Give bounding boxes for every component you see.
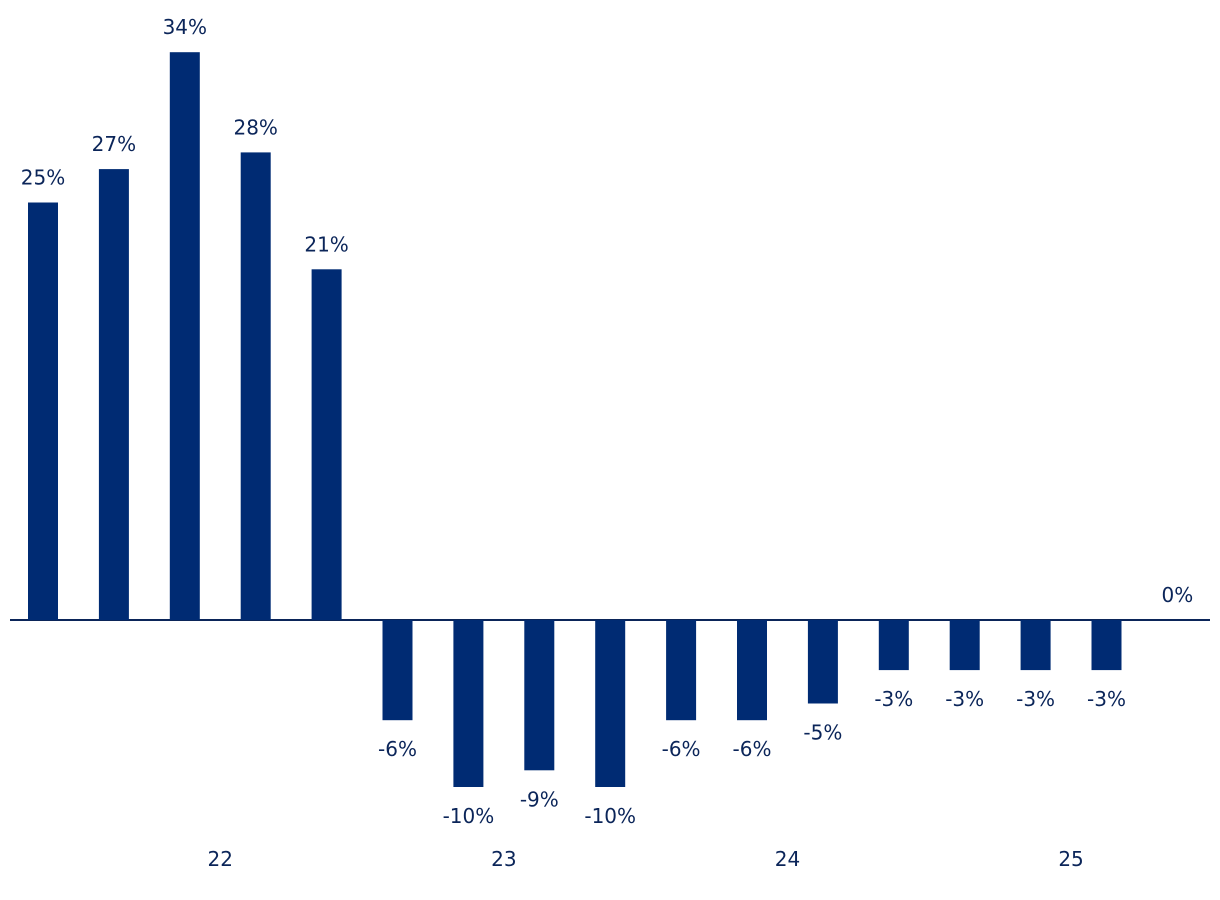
- data-label-3: 34%: [163, 15, 207, 39]
- bar-1: [28, 202, 58, 620]
- bar-7: [453, 620, 484, 787]
- data-label-16: -3%: [1087, 687, 1126, 711]
- data-label-8: -9%: [520, 787, 559, 811]
- data-label-11: -6%: [733, 737, 772, 761]
- data-label-5: 21%: [304, 232, 348, 256]
- data-label-4: 28%: [233, 115, 277, 139]
- data-label-15: -3%: [1016, 687, 1055, 711]
- bar-13: [878, 620, 909, 671]
- data-label-9: -10%: [584, 804, 636, 828]
- bar-8: [524, 620, 555, 771]
- bar-2: [98, 169, 129, 620]
- data-label-14: -3%: [945, 687, 984, 711]
- bar-4: [240, 152, 271, 620]
- x-tick-label-23: 23: [491, 847, 516, 871]
- data-label-6: -6%: [378, 737, 417, 761]
- x-tick-label-24: 24: [775, 847, 800, 871]
- bar-6: [382, 620, 413, 721]
- data-label-1: 25%: [21, 166, 65, 190]
- bar-5: [311, 269, 342, 620]
- data-label-13: -3%: [874, 687, 913, 711]
- bar-12: [807, 620, 838, 704]
- bar-10: [666, 620, 697, 721]
- data-label-17: 0%: [1162, 583, 1194, 607]
- bar-16: [1091, 620, 1122, 671]
- x-tick-label-22: 22: [208, 847, 233, 871]
- bar-3: [169, 52, 200, 620]
- bar-9: [595, 620, 626, 787]
- x-tick-label-25: 25: [1058, 847, 1083, 871]
- data-label-2: 27%: [92, 132, 136, 156]
- bar-11: [737, 620, 767, 721]
- bar-14: [949, 620, 980, 671]
- bar-15: [1020, 620, 1051, 671]
- data-label-10: -6%: [662, 737, 701, 761]
- data-label-7: -10%: [443, 804, 495, 828]
- data-label-12: -5%: [803, 721, 842, 745]
